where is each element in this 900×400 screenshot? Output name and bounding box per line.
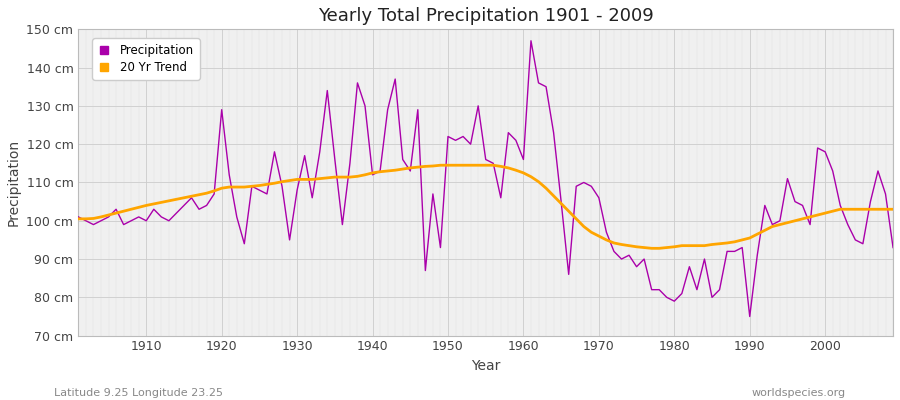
Title: Yearly Total Precipitation 1901 - 2009: Yearly Total Precipitation 1901 - 2009 bbox=[318, 7, 653, 25]
Legend: Precipitation, 20 Yr Trend: Precipitation, 20 Yr Trend bbox=[93, 38, 200, 80]
Text: worldspecies.org: worldspecies.org bbox=[752, 388, 846, 398]
X-axis label: Year: Year bbox=[471, 359, 500, 373]
Text: Latitude 9.25 Longitude 23.25: Latitude 9.25 Longitude 23.25 bbox=[54, 388, 223, 398]
Y-axis label: Precipitation: Precipitation bbox=[7, 139, 21, 226]
